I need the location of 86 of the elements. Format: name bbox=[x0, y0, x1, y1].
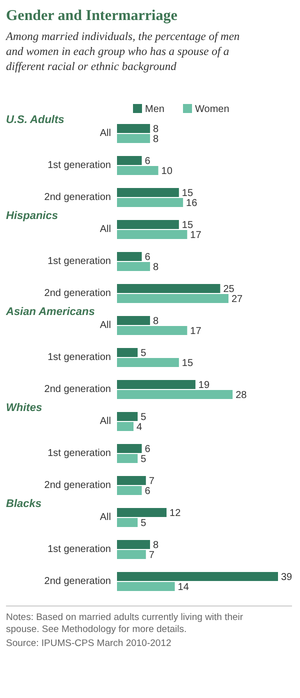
data-label: 15 bbox=[182, 220, 194, 231]
data-label: 17 bbox=[190, 326, 202, 337]
bar bbox=[117, 572, 278, 581]
y-tick-label: 2nd generation bbox=[44, 192, 111, 203]
data-label: 19 bbox=[198, 380, 210, 391]
data-label: 15 bbox=[182, 358, 194, 369]
data-label: 4 bbox=[136, 422, 143, 433]
data-label: 28 bbox=[236, 390, 248, 401]
y-tick-label: 2nd generation bbox=[44, 480, 111, 491]
data-label: 7 bbox=[148, 550, 155, 561]
bar bbox=[117, 262, 150, 271]
data-label: 8 bbox=[153, 134, 160, 145]
data-label: 5 bbox=[140, 412, 147, 423]
bar bbox=[117, 188, 179, 197]
data-label: 10 bbox=[161, 166, 173, 177]
bar bbox=[117, 412, 138, 421]
data-label: 7 bbox=[148, 476, 155, 487]
data-label: 12 bbox=[170, 508, 182, 519]
data-label: 8 bbox=[153, 124, 160, 135]
bar bbox=[117, 454, 138, 463]
y-tick-label: 2nd generation bbox=[44, 288, 111, 299]
data-label: 8 bbox=[153, 262, 160, 273]
text: Blacks bbox=[6, 498, 42, 510]
bar bbox=[117, 284, 220, 293]
text: Notes: Based on married adults currently living with their spouse. See Methodology for more details. bbox=[6, 612, 244, 635]
y-tick-label: 2nd generation bbox=[44, 576, 111, 587]
bar bbox=[117, 550, 146, 559]
y-tick-label: 2nd generation bbox=[44, 384, 111, 395]
data-label: 25 bbox=[223, 284, 235, 295]
bar bbox=[117, 252, 142, 261]
bar bbox=[117, 326, 188, 335]
chart-title: Gender and Intermarriage bbox=[6, 8, 178, 24]
y-tick-label: All bbox=[100, 320, 111, 331]
bar bbox=[117, 198, 184, 207]
bar bbox=[117, 358, 179, 367]
bar bbox=[117, 156, 142, 165]
data-label: 6 bbox=[144, 252, 151, 263]
bar bbox=[117, 444, 142, 453]
y-tick-label: 1st generation bbox=[48, 544, 111, 555]
y-tick-label: All bbox=[100, 128, 111, 139]
bar bbox=[117, 390, 233, 399]
bar bbox=[117, 476, 146, 485]
bar bbox=[117, 540, 150, 549]
text: Whites bbox=[6, 402, 42, 414]
bar bbox=[117, 518, 138, 527]
source-note: Source: IPUMS-CPS March 2010-2012 bbox=[6, 638, 172, 649]
bar bbox=[117, 220, 179, 229]
data-label: 5 bbox=[140, 518, 147, 529]
bar bbox=[117, 348, 138, 357]
data-label: 17 bbox=[190, 230, 202, 241]
y-tick-label: All bbox=[100, 512, 111, 523]
data-label: 6 bbox=[144, 444, 151, 455]
bar bbox=[117, 134, 150, 143]
bar bbox=[117, 508, 167, 517]
bar bbox=[117, 294, 228, 303]
bar bbox=[117, 124, 150, 133]
text: Asian Americans bbox=[5, 306, 95, 318]
y-tick-label: All bbox=[100, 224, 111, 235]
bar bbox=[117, 166, 158, 175]
text: U.S. Adults bbox=[6, 114, 64, 126]
data-label: 6 bbox=[144, 156, 151, 167]
y-tick-label: 1st generation bbox=[48, 448, 111, 459]
bar bbox=[117, 582, 175, 591]
y-tick-label: 1st generation bbox=[48, 352, 111, 363]
y-tick-label: 1st generation bbox=[48, 160, 111, 171]
bar bbox=[117, 230, 188, 239]
y-tick-label: 1st generation bbox=[48, 256, 111, 267]
bar bbox=[117, 316, 150, 325]
bar bbox=[117, 422, 134, 431]
chart-subtitle: Among married individuals, the percentage of men and women in each group who has a spouse of a different racial or ethnic background bbox=[5, 31, 240, 73]
data-label: 5 bbox=[140, 348, 147, 359]
data-label: 8 bbox=[153, 540, 160, 551]
bar bbox=[117, 486, 142, 495]
data-label: 27 bbox=[231, 294, 244, 305]
data-label: 8 bbox=[153, 316, 160, 327]
data-label: 14 bbox=[178, 582, 190, 593]
data-label: 6 bbox=[144, 486, 151, 497]
bar bbox=[117, 380, 196, 389]
legend-label: Men bbox=[145, 104, 164, 115]
legend-label: Women bbox=[195, 104, 230, 115]
data-label: 15 bbox=[182, 188, 194, 199]
data-label: 39 bbox=[281, 572, 293, 583]
y-tick-label: All bbox=[100, 416, 111, 427]
data-label: 16 bbox=[186, 198, 198, 209]
data-label: 5 bbox=[140, 454, 147, 465]
text: Hispanics bbox=[6, 210, 58, 222]
